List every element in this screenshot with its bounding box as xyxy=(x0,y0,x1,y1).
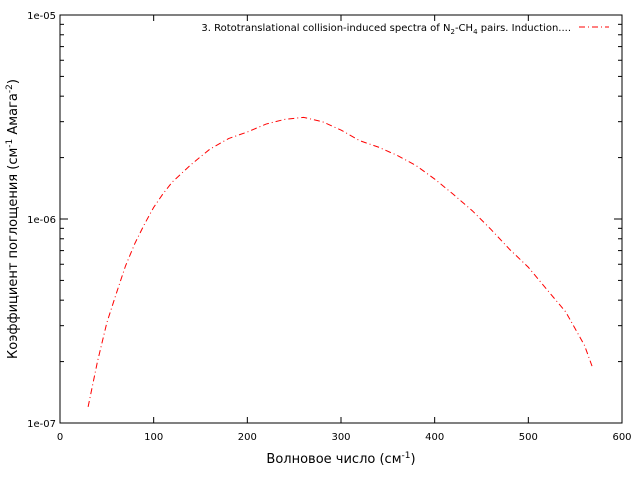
x-tick-label: 300 xyxy=(331,432,350,443)
y-tick-label: 1e-07 xyxy=(27,419,56,430)
series-layer xyxy=(87,116,593,407)
ticks-layer: 0 100 200 300 400 500 600 1e-07 1e-06 1e-05 xyxy=(27,11,631,443)
y-tick-label: 1e-06 xyxy=(27,215,56,226)
y-tick-label: 1e-05 xyxy=(27,11,56,22)
y-axis-title: Коэффициент поглощения (см-1 Амага-2) xyxy=(5,79,21,359)
x-tick-label: 100 xyxy=(144,432,163,443)
x-tick-label: 0 xyxy=(57,432,63,443)
legend: 3. Rototranslational collision-induced s… xyxy=(201,23,609,36)
plot-frame xyxy=(59,14,623,424)
x-axis-title: Волновое число (см-1) xyxy=(266,451,415,467)
x-tick-label: 200 xyxy=(238,432,257,443)
x-tick-label: 500 xyxy=(519,432,538,443)
legend-label: 3. Rototranslational collision-induced s… xyxy=(201,23,571,36)
series-line xyxy=(87,116,593,407)
x-tick-label: 600 xyxy=(612,432,631,443)
x-tick-label: 400 xyxy=(425,432,444,443)
